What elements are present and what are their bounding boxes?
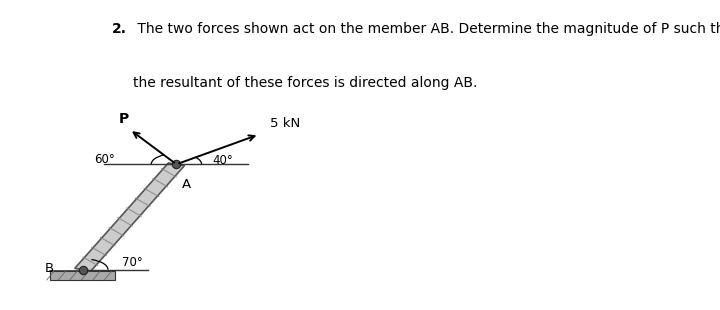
Polygon shape (75, 163, 184, 271)
Text: 70°: 70° (122, 256, 143, 269)
Text: B: B (45, 262, 54, 275)
Text: 60°: 60° (94, 153, 115, 166)
Text: P: P (119, 112, 129, 126)
Text: The two forces shown act on the member AB. Determine the magnitude of P such tha: The two forces shown act on the member A… (133, 22, 720, 36)
Text: A: A (182, 178, 192, 191)
Text: 2.: 2. (112, 22, 127, 36)
Text: the resultant of these forces is directed along AB.: the resultant of these forces is directe… (133, 76, 477, 90)
Text: 5 kN: 5 kN (270, 117, 300, 130)
Bar (50, 271, 115, 280)
Text: 40°: 40° (212, 154, 233, 167)
